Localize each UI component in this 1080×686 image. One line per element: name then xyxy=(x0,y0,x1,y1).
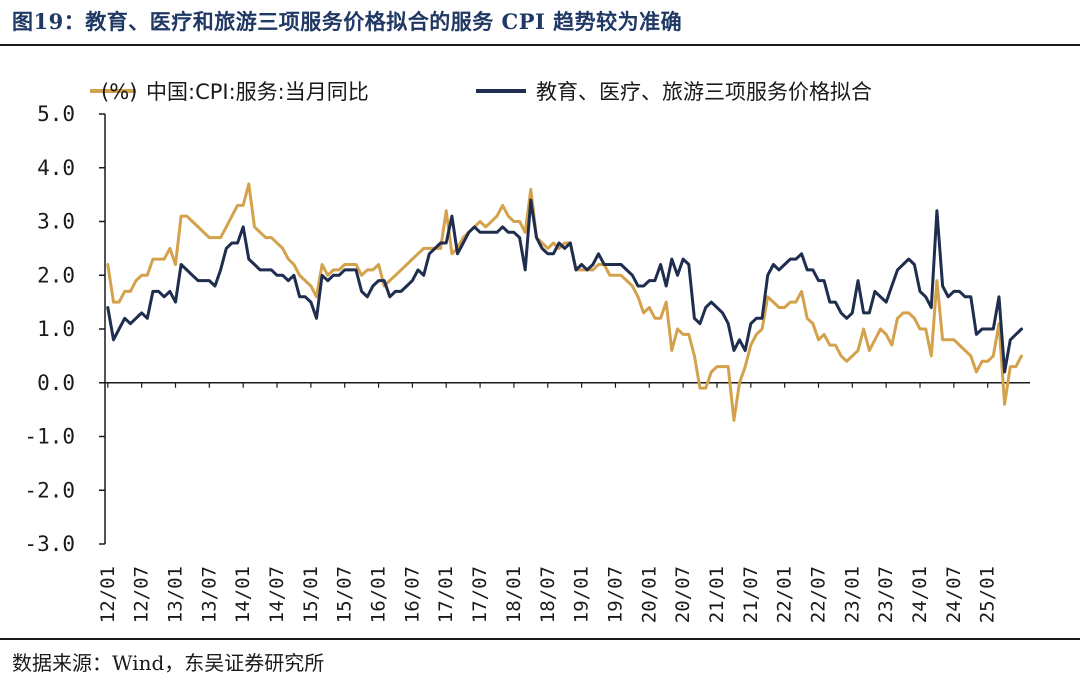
x-tick-label: 12/07 xyxy=(131,566,153,623)
y-tick-label: 0.0 xyxy=(37,371,75,395)
x-tick-label: 24/01 xyxy=(909,566,931,623)
x-tick-label: 17/07 xyxy=(469,566,491,623)
title-divider xyxy=(0,44,1080,46)
y-tick-label: -1.0 xyxy=(24,425,75,449)
x-tick-label: 14/07 xyxy=(266,566,288,623)
x-tick-label: 21/01 xyxy=(706,566,728,623)
series-lines xyxy=(106,182,1023,422)
y-tick-label: 2.0 xyxy=(37,263,75,287)
x-tick-label: 12/01 xyxy=(97,566,119,623)
chart-axes xyxy=(104,114,1030,544)
y-tick-label: 1.0 xyxy=(37,317,75,341)
y-tick-label: 3.0 xyxy=(37,210,75,234)
y-tick-label: -2.0 xyxy=(24,478,75,502)
series-line-cpi-services xyxy=(106,182,1023,422)
x-tick-label: 22/01 xyxy=(774,566,796,623)
source-divider xyxy=(0,638,1080,640)
x-tick-label: 17/01 xyxy=(435,566,457,623)
y-axis-ticks: 5.0 4.0 3.0 2.0 1.0 0.0 -1.0 -2.0 -3.0 xyxy=(24,102,105,556)
x-tick-label: 22/07 xyxy=(807,566,829,623)
legend-label-fitted: 教育、医疗、旅游三项服务价格拟合 xyxy=(536,80,872,104)
x-tick-label: 24/07 xyxy=(943,566,965,623)
x-tick-label: 20/01 xyxy=(638,566,660,623)
x-tick-label: 20/07 xyxy=(672,566,694,623)
x-tick-label: 23/07 xyxy=(875,566,897,623)
x-axis-ticks: 12/01 12/07 13/01 13/07 14/01 14/07 15/01 15/07… xyxy=(97,382,999,623)
x-tick-label: 19/07 xyxy=(604,566,626,623)
legend-label-cpi-services: 中国:CPI:服务:当月同比 xyxy=(146,80,369,104)
unit-label: (%) xyxy=(101,80,137,104)
x-tick-label: 21/07 xyxy=(740,566,762,623)
x-tick-label: 25/01 xyxy=(977,566,999,623)
x-tick-label: 23/01 xyxy=(841,566,863,623)
x-tick-label: 14/01 xyxy=(232,566,254,623)
y-tick-label: 4.0 xyxy=(37,156,75,180)
x-tick-label: 18/01 xyxy=(503,566,525,623)
figure-title: 图19：教育、医疗和旅游三项服务价格拟合的服务 CPI 趋势较为准确 xyxy=(12,9,683,34)
x-tick-label: 19/01 xyxy=(571,566,593,623)
y-tick-label: -3.0 xyxy=(24,532,75,556)
x-tick-label: 16/07 xyxy=(401,566,423,623)
x-tick-label: 15/01 xyxy=(300,566,322,623)
x-tick-label: 13/01 xyxy=(165,566,187,623)
x-tick-label: 18/07 xyxy=(537,566,559,623)
data-source: 数据来源：Wind，东吴证券研究所 xyxy=(12,651,325,675)
y-tick-label: 5.0 xyxy=(37,102,75,126)
series-line-fitted xyxy=(106,198,1023,374)
chart-legend: (%) 中国:CPI:服务:当月同比 教育、医疗、旅游三项服务价格拟合 xyxy=(90,80,872,104)
x-tick-label: 13/07 xyxy=(198,566,220,623)
x-tick-label: 16/01 xyxy=(368,566,390,623)
x-tick-label: 15/07 xyxy=(334,566,356,623)
